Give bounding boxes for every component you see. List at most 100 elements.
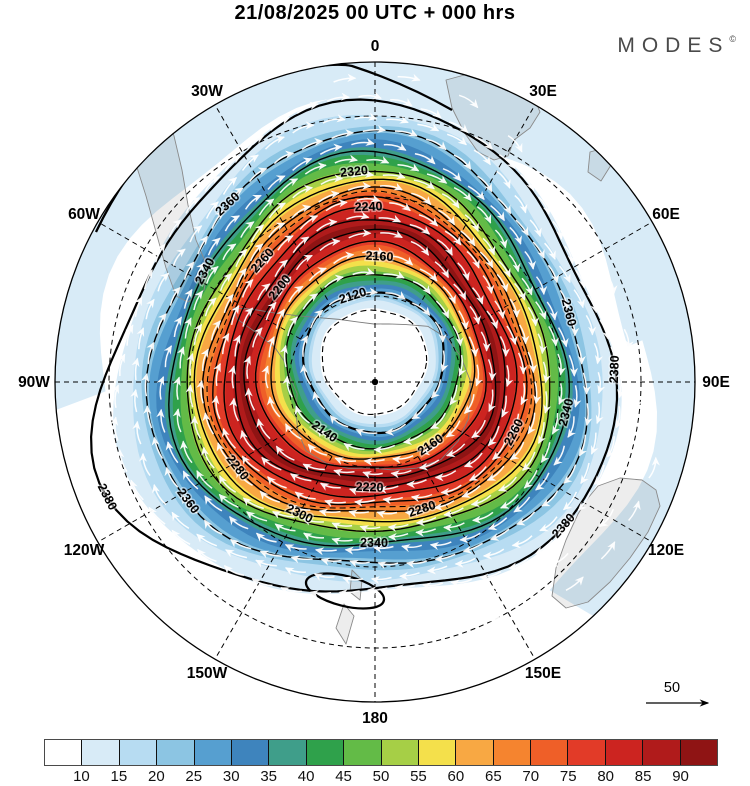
wind-arrow <box>326 92 351 102</box>
wind-arrow <box>587 294 599 314</box>
wind-arrow <box>380 230 403 239</box>
wind-arrow <box>445 443 466 458</box>
wind-arrow <box>429 541 452 550</box>
wind-arrow <box>559 289 571 310</box>
colorbar-tick: 50 <box>372 768 390 785</box>
wind-arrow <box>479 251 494 269</box>
wind-arrow <box>385 291 406 300</box>
wind-arrow <box>524 250 537 270</box>
wind-arrow <box>359 525 381 533</box>
longitude-label-90E: 90E <box>702 374 730 391</box>
wind-arrow <box>593 464 605 485</box>
wind-arrow <box>527 412 536 435</box>
colorbar-tick: 60 <box>447 768 465 785</box>
wind-arrow <box>453 154 472 171</box>
wind-arrow <box>471 287 484 305</box>
wind-arrow <box>255 532 277 543</box>
wind-arrow <box>216 442 231 463</box>
wind-arrow <box>261 365 269 389</box>
wind-arrow <box>489 528 510 541</box>
colorbar-cell <box>118 740 157 765</box>
colorbar-ticks: 10 15 20 25 30 35 40 45 50 55 60 65 70 75 80 85 90 <box>44 768 718 786</box>
wind-arrow <box>130 479 144 501</box>
wind-arrow <box>183 261 195 280</box>
wind-arrow <box>292 236 310 254</box>
wind-arrow <box>397 163 420 172</box>
wind-arrow <box>576 343 586 365</box>
wind-arrow <box>302 518 324 526</box>
wind-arrow <box>221 332 230 355</box>
wind-arrow <box>547 264 560 284</box>
wind-arrow <box>496 273 509 293</box>
wind-arrow <box>163 345 173 368</box>
wind-arrow <box>442 167 462 182</box>
wind-arrow <box>535 472 550 491</box>
wind-arrow <box>207 237 221 256</box>
colorbar-tick: 90 <box>672 768 689 785</box>
wind-arrow <box>145 298 155 320</box>
wind-arrow <box>488 389 497 413</box>
wind-arrow <box>466 250 480 269</box>
wind-arrow <box>270 117 290 131</box>
wind-arrow <box>441 193 460 209</box>
wind-arrow <box>386 115 409 124</box>
wind-arrow <box>131 357 140 381</box>
wind-arrow <box>240 221 255 238</box>
wind-arrow <box>136 327 145 350</box>
wind-arrow <box>224 155 242 172</box>
wind-arrow <box>426 173 448 184</box>
wind-arrow <box>389 202 411 212</box>
wind-arrow <box>520 173 535 192</box>
wind-arrow <box>349 559 370 568</box>
wind-arrow <box>535 301 547 320</box>
wind-arrow <box>373 545 394 554</box>
closed-contour-cell <box>304 572 386 610</box>
contour-label: 2220 <box>355 480 383 495</box>
wind-arrow <box>362 471 383 479</box>
wind-arrow <box>412 302 431 317</box>
wind-arrow <box>392 255 414 266</box>
copyright-mark: © <box>729 34 736 44</box>
wind-arrow <box>434 623 456 631</box>
wind-arrow <box>475 364 483 387</box>
wind-arrow <box>521 277 533 296</box>
wind-arrow <box>333 73 357 83</box>
wind-arrow <box>409 223 431 235</box>
wind-arrow <box>425 138 447 151</box>
wind-arrow <box>277 235 294 251</box>
wind-arrow <box>628 500 641 521</box>
dashed-contour <box>321 309 428 415</box>
wind-arrow <box>224 215 241 232</box>
wind-arrow <box>494 300 506 320</box>
wind-arrow <box>478 616 501 625</box>
wind-arrow <box>568 354 579 377</box>
wind-arrow <box>382 496 404 505</box>
wind-arrow <box>433 500 455 511</box>
wind-arrow <box>467 185 485 201</box>
wind-arrow <box>292 157 313 171</box>
wind-arrow <box>296 101 319 114</box>
wind-arrow <box>486 310 499 329</box>
wind-arrow <box>532 241 545 259</box>
wind-arrow <box>584 403 593 427</box>
wind-arrow <box>418 459 440 471</box>
wind-arrow <box>227 187 244 205</box>
wind-arrow <box>132 420 142 445</box>
colorbar-tick: 20 <box>147 768 165 785</box>
wind-arrow <box>245 511 268 522</box>
wind-arrow <box>154 243 166 263</box>
wind-arrow <box>494 582 515 594</box>
wind-arrow <box>509 441 525 461</box>
longitude-label-30W: 30W <box>191 83 223 100</box>
wind-arrow <box>309 309 324 329</box>
wind-arrow <box>558 383 566 406</box>
wind-arrow <box>130 388 139 413</box>
wind-arrow <box>410 240 430 256</box>
wind-arrow <box>173 590 195 604</box>
wind-arrow <box>241 279 254 298</box>
wind-arrow <box>353 498 375 507</box>
wind-arrow <box>229 515 249 530</box>
wind-arrow <box>243 355 251 379</box>
colorbar-cell <box>156 740 194 765</box>
wind-arrow <box>255 559 277 568</box>
